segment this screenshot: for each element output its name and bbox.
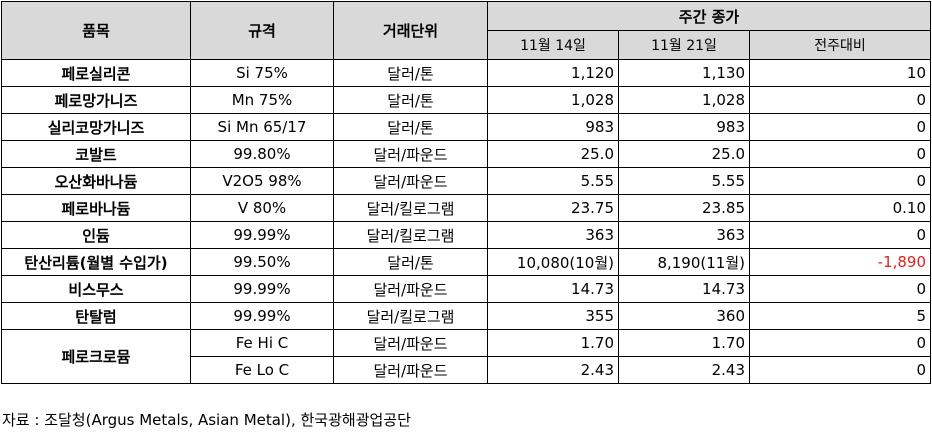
table-header: 품목 규격 거래단위 주간 종가 11월 14일 11월 21일 전주대비: [1, 1, 932, 60]
table-row: 인듐 99.99% 달러/킬로그램 363 363 0: [1, 221, 932, 249]
price-date1-cell: 23.75: [487, 194, 619, 222]
price-date2-cell: 363: [618, 221, 750, 249]
wow-change-cell: 0: [748, 356, 932, 384]
source-note: 자료 : 조달청(Argus Metals, Asian Metal), 한국광…: [2, 411, 411, 429]
item-name-cell: 인듐: [1, 221, 191, 249]
spec-cell: 99.80%: [190, 140, 334, 168]
wow-change-cell: 0: [748, 86, 932, 114]
unit-cell: 달러/킬로그램: [333, 302, 488, 330]
price-date2-cell: 25.0: [618, 140, 750, 168]
unit-cell: 달러/파운드: [333, 275, 488, 303]
item-name-cell: 페로망가니즈: [1, 86, 191, 114]
spec-cell: 99.99%: [190, 221, 334, 249]
header-unit: 거래단위: [333, 1, 488, 60]
price-date1-cell: 2.43: [487, 356, 619, 384]
table-body: 페로실리콘 Si 75% 달러/톤 1,120 1,130 10 페로망가니즈 Mn 75% 달…: [1, 59, 932, 384]
spec-cell: V 80%: [190, 194, 334, 222]
price-date2-cell: 360: [618, 302, 750, 330]
header-weekly-close: 주간 종가: [486, 1, 932, 31]
item-name-cell: 비스무스: [1, 275, 191, 303]
price-date1-cell: 355: [487, 302, 619, 330]
unit-cell: 달러/톤: [333, 86, 488, 114]
wow-change-cell: 0: [748, 329, 932, 357]
price-date1-cell: 10,080(10월): [487, 248, 619, 276]
spec-cell: Mn 75%: [190, 86, 334, 114]
unit-cell: 달러/파운드: [333, 140, 488, 168]
wow-change-cell: 0: [748, 140, 932, 168]
item-name-cell: 오산화바나듐: [1, 167, 191, 195]
item-name-cell: 탄산리튬(월별 수입가): [1, 248, 191, 276]
unit-cell: 달러/톤: [333, 59, 488, 87]
table-row: 페로바나듐 V 80% 달러/킬로그램 23.75 23.85 0.10: [1, 194, 932, 222]
price-date2-cell: 8,190(11월): [618, 248, 750, 276]
spec-cell: Si Mn 65/17: [190, 113, 334, 141]
spec-cell: V2O5 98%: [190, 167, 334, 195]
price-date1-cell: 1.70: [487, 329, 619, 357]
spec-cell: 99.99%: [190, 302, 334, 330]
wow-change-cell: 0: [748, 113, 932, 141]
price-date1-cell: 14.73: [487, 275, 619, 303]
price-date1-cell: 363: [487, 221, 619, 249]
item-name-cell: 실리코망가니즈: [1, 113, 191, 141]
table-row: 페로망가니즈 Mn 75% 달러/톤 1,028 1,028 0: [1, 86, 932, 114]
wow-change-cell: 0: [748, 167, 932, 195]
unit-cell: 달러/킬로그램: [333, 194, 488, 222]
unit-cell: 달러/파운드: [333, 356, 488, 384]
item-name-cell: 페로바나듐: [1, 194, 191, 222]
table-row: 탄탈럼 99.99% 달러/킬로그램 355 360 5: [1, 302, 932, 330]
price-date2-cell: 1,028: [618, 86, 750, 114]
price-date2-cell: 23.85: [618, 194, 750, 222]
price-date2-cell: 5.55: [618, 167, 750, 195]
wow-change-cell: 5: [748, 302, 932, 330]
table-row: Fe Lo C 달러/파운드 2.43 2.43 0: [2, 356, 932, 384]
unit-cell: 달러/파운드: [333, 329, 488, 357]
unit-cell: 달러/킬로그램: [333, 221, 488, 249]
price-date2-cell: 983: [618, 113, 750, 141]
price-table: 품목 규격 거래단위 주간 종가 11월 14일 11월 21일 전주대비 페로…: [1, 1, 932, 384]
item-name-cell: 코발트: [1, 140, 191, 168]
spec-cell: Fe Lo C: [190, 356, 334, 384]
table-row: 페로크로뮴 Fe Hi C 달러/파운드 1.70 1.70 0: [1, 329, 932, 384]
spec-cell: 99.99%: [190, 275, 334, 303]
table-row: 탄산리튬(월별 수입가) 99.50% 달러/톤 10,080(10월) 8,190(1…: [1, 248, 932, 276]
table-row: 코발트 99.80% 달러/파운드 25.0 25.0 0: [1, 140, 932, 168]
spec-cell: Si 75%: [190, 59, 334, 87]
unit-cell: 달러/톤: [333, 113, 488, 141]
wow-change-cell: 0.10: [748, 194, 932, 222]
price-date2-cell: 2.43: [618, 356, 750, 384]
wow-change-cell: 10: [748, 59, 932, 87]
table-row: 실리코망가니즈 Si Mn 65/17 달러/톤 983 983 0: [1, 113, 932, 141]
price-date1-cell: 25.0: [487, 140, 619, 168]
header-item: 품목: [1, 1, 191, 60]
price-date2-cell: 1.70: [618, 329, 750, 357]
unit-cell: 달러/파운드: [333, 167, 488, 195]
header-wow-change: 전주대비: [748, 30, 932, 60]
spec-cell: 99.50%: [190, 248, 334, 276]
spec-cell: Fe Hi C: [190, 329, 334, 357]
item-name-cell: 페로실리콘: [1, 59, 191, 87]
header-spec: 규격: [190, 1, 334, 60]
item-name-cell: 페로크로뮴: [1, 329, 191, 384]
item-name-cell: 탄탈럼: [1, 302, 191, 330]
wow-change-cell: 0: [748, 221, 932, 249]
price-date1-cell: 1,120: [487, 59, 619, 87]
wow-change-cell: 0: [748, 275, 932, 303]
price-date2-cell: 1,130: [618, 59, 750, 87]
table-row: 페로실리콘 Si 75% 달러/톤 1,120 1,130 10: [1, 59, 932, 87]
price-date1-cell: 5.55: [487, 167, 619, 195]
table-row: 오산화바나듐 V2O5 98% 달러/파운드 5.55 5.55 0: [1, 167, 932, 195]
header-date2: 11월 21일: [618, 30, 750, 60]
unit-cell: 달러/톤: [333, 248, 488, 276]
price-date1-cell: 1,028: [487, 86, 619, 114]
table-row: 비스무스 99.99% 달러/파운드 14.73 14.73 0: [1, 275, 932, 303]
price-date1-cell: 983: [487, 113, 619, 141]
header-date1: 11월 14일: [487, 30, 619, 60]
wow-change-cell: -1,890: [748, 248, 932, 276]
price-date2-cell: 14.73: [618, 275, 750, 303]
